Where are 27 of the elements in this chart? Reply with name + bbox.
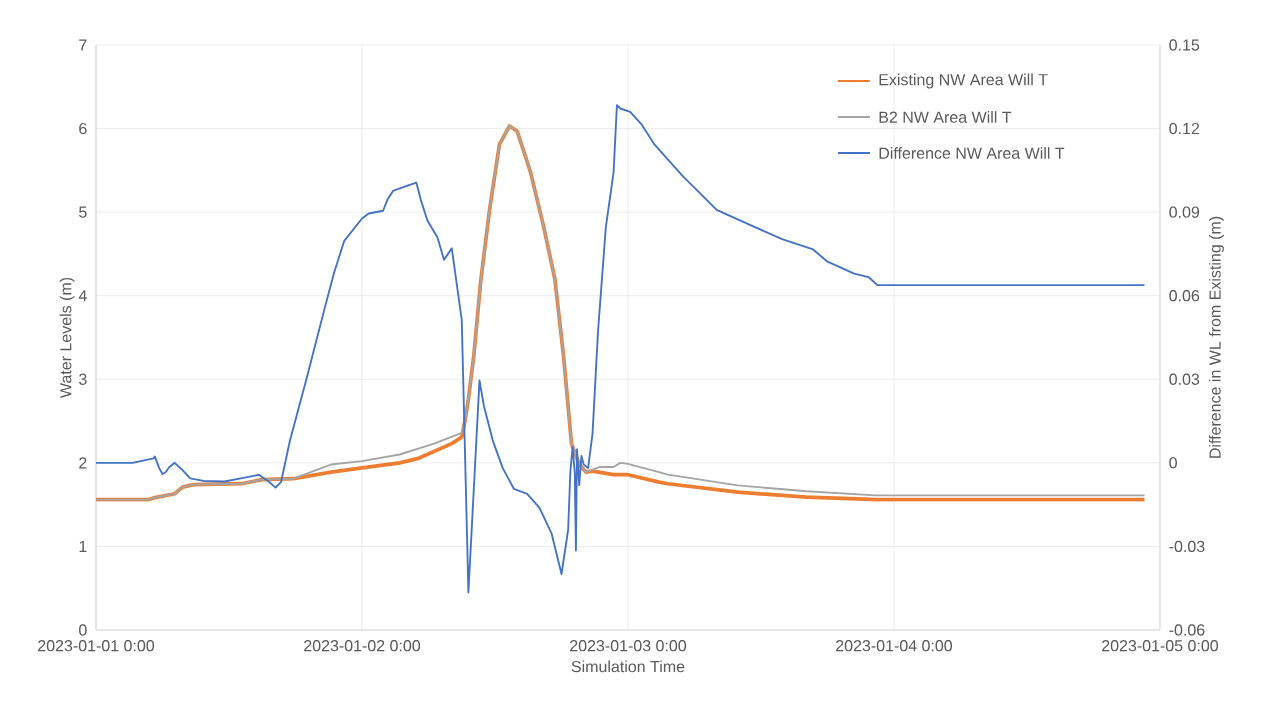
x-tick-label: 2023-01-04 0:00 (836, 640, 953, 652)
y2-tick-label: -0.03 (1169, 540, 1205, 553)
y-tick-label: 3 (79, 373, 87, 385)
y2-tick-label: 0 (1169, 457, 1177, 469)
y-tick-label: 6 (79, 122, 87, 135)
y-tick-label: 4 (78, 290, 87, 302)
y2-tick-label: -0.06 (1169, 624, 1205, 636)
y2-tick-label: 0.09 (1169, 206, 1200, 218)
y-tick-label: 1 (79, 540, 87, 552)
y2-tick-label: 0.12 (1169, 122, 1200, 135)
legend-label: Difference NW Area Will T (879, 147, 1065, 159)
x-tick-label: 2023-01-01 0:00 (38, 640, 155, 652)
x-axis-title: Simulation Time (571, 660, 685, 673)
y-tick-label: 2 (79, 457, 87, 469)
y-tick-label: 0 (79, 624, 87, 636)
y-tick-label: 7 (79, 39, 87, 51)
legend-label: Existing NW Area Will T (879, 73, 1048, 89)
y2-tick-label: 0.03 (1169, 373, 1200, 385)
y-axis-title: Water Levels (m) (59, 277, 75, 399)
y2-axis-title: Difference in WL from Existing (m) (1208, 216, 1224, 458)
y2-tick-label: 0.06 (1169, 290, 1200, 302)
y-tick-label: 5 (79, 206, 87, 218)
legend-label: B2 NW Area Will T (879, 111, 1012, 123)
x-tick-label: 2023-01-05 0:00 (1102, 640, 1219, 652)
x-tick-label: 2023-01-02 0:00 (304, 640, 421, 652)
x-tick-label: 2023-01-03 0:00 (570, 640, 687, 652)
y2-tick-label: 0.15 (1169, 39, 1200, 51)
